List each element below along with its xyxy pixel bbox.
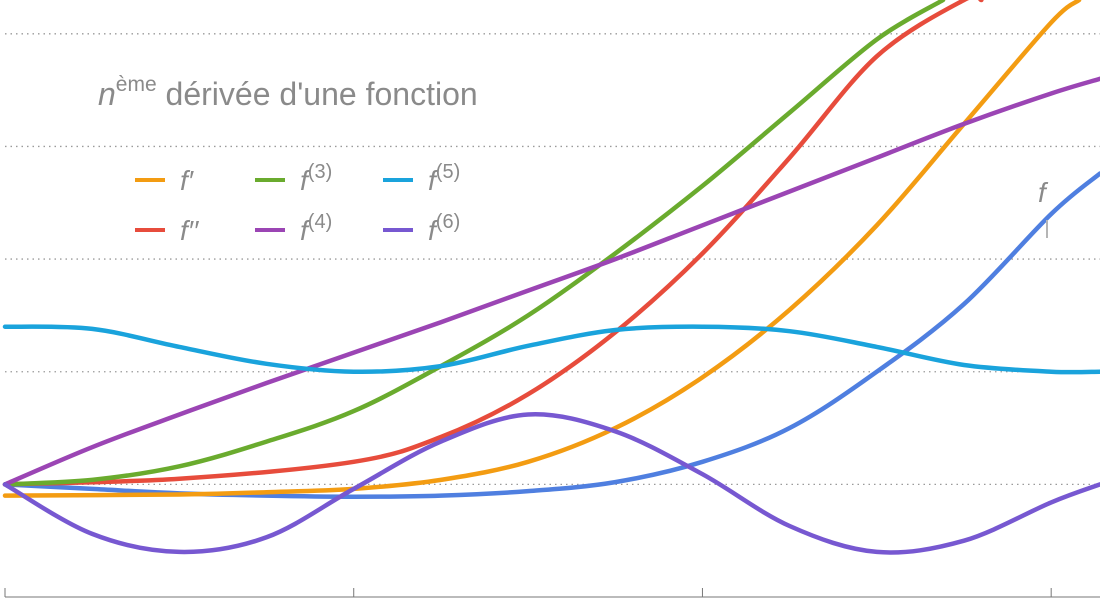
legend-item: f(5) [383,161,460,196]
legend-label-base: f [180,215,191,246]
inline-label-f-text: f [1038,177,1049,208]
series-line-f1 [2,0,1082,498]
legend-item: f(3) [255,161,332,196]
legend-item: f′′ [135,215,200,246]
legend-item: f(4) [255,211,332,246]
grid-lines [5,33,1100,486]
series-line-f6 [2,412,1100,555]
x-axis-ticks [4,588,1052,597]
legend-label: f(3) [300,161,332,196]
legend-label-base: f [300,215,311,246]
series-line-f3 [2,0,946,487]
inline-label-f: f [1038,177,1049,238]
legend-label-superscript: (6) [436,211,460,233]
legend-label-base: f [300,165,311,196]
series-line-f2 [2,0,984,487]
series-line-f4 [2,76,1100,487]
chart-title-rest: dérivée d'une fonction [157,76,478,112]
legend-label-superscript: ′′ [188,215,200,246]
legend-item: f(6) [383,211,460,246]
legend-label: f(5) [428,161,460,196]
legend-label: f(6) [428,211,460,246]
legend-label: f(4) [300,211,332,246]
legend-item: f′ [135,165,195,196]
series-group [2,0,1100,555]
series-line-f5 [2,324,1100,375]
legend-label-superscript: (4) [308,211,332,233]
legend-label: f′ [180,165,195,196]
chart-title-superscript: ème [116,73,157,96]
legend-label: f′′ [180,215,200,246]
legend-label-base: f [428,215,439,246]
legend-label-superscript: (5) [436,161,460,183]
chart-title-prefix: n [98,76,116,112]
series-line-f [2,171,1100,499]
legend-label-base: f [180,165,191,196]
chart-title: nème dérivée d'une fonction [98,73,478,112]
legend: f′f′′f(3)f(4)f(5)f(6) [135,161,460,246]
legend-label-superscript: ′ [188,165,195,196]
legend-label-superscript: (3) [308,161,332,183]
legend-label-base: f [428,165,439,196]
